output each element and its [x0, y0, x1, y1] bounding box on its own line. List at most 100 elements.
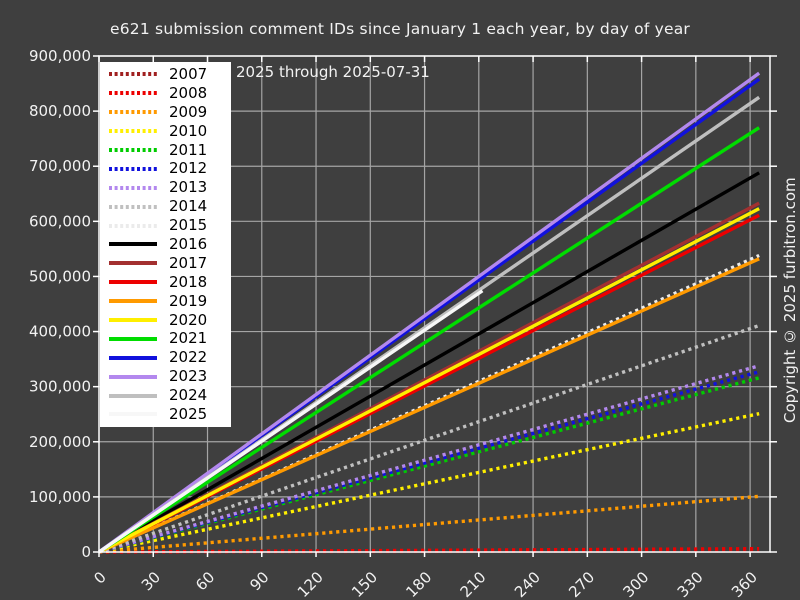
- legend-label-2011: 2011: [169, 140, 208, 159]
- copyright-notice: Copyright © 2025 furbitron.com: [781, 177, 799, 423]
- legend-item-2016: 2016: [108, 235, 231, 254]
- legend-swatch-2023: [109, 374, 157, 379]
- legend-label-2017: 2017: [169, 253, 208, 272]
- x-tick-label: 270: [565, 568, 598, 600]
- legend-swatch-2015: [109, 223, 157, 228]
- x-tick-label: 240: [511, 568, 544, 600]
- legend-item-2012: 2012: [108, 159, 231, 178]
- legend-swatch-2017: [109, 261, 157, 266]
- series-line-2009: [98, 494, 760, 554]
- legend-label-2019: 2019: [169, 291, 208, 310]
- legend-label-2013: 2013: [169, 178, 208, 197]
- series-line-2016: [98, 171, 760, 554]
- y-tick-label: 800,000: [29, 102, 91, 120]
- y-tick-label: 400,000: [29, 323, 91, 341]
- legend-label-2023: 2023: [169, 367, 208, 386]
- x-tick-label: 150: [348, 568, 381, 600]
- legend-label-2015: 2015: [169, 216, 208, 235]
- legend-label-2008: 2008: [169, 83, 208, 102]
- legend-swatch-2016: [109, 242, 157, 247]
- legend-swatch-2022: [109, 355, 157, 360]
- legend-item-2007: 2007: [108, 65, 231, 84]
- series-line-2013: [98, 364, 760, 554]
- legend-label-2024: 2024: [169, 386, 208, 405]
- y-axis-labels: 0 100,000 200,000 300,000 400,000 500,000 600,…: [29, 47, 91, 561]
- legend-swatch-2013: [109, 185, 157, 190]
- series-line-2025: [98, 289, 484, 554]
- legend-item-2018: 2018: [108, 273, 231, 292]
- x-tick-label: 30: [138, 568, 164, 594]
- legend-label-2021: 2021: [169, 329, 208, 348]
- legend-swatch-2025: [109, 412, 157, 417]
- legend-label-2022: 2022: [169, 348, 208, 367]
- series-line-2019: [98, 257, 760, 554]
- legend-label-2025: 2025: [169, 405, 208, 424]
- y-tick-label: 0: [81, 543, 91, 561]
- legend-swatch-2020: [109, 318, 157, 323]
- legend-label-2010: 2010: [169, 121, 208, 140]
- legend-label-2016: 2016: [169, 235, 208, 254]
- x-tick-label: 0: [90, 568, 109, 587]
- legend-label-2007: 2007: [169, 65, 208, 83]
- legend-item-2010: 2010: [108, 122, 231, 141]
- legend-item-2008: 2008: [108, 84, 231, 103]
- legend-item-2017: 2017: [108, 254, 231, 273]
- legend-label-2012: 2012: [169, 159, 208, 178]
- legend-item-2011: 2011: [108, 141, 231, 160]
- x-tick-label: 180: [402, 568, 435, 600]
- x-tick-label: 360: [728, 568, 761, 600]
- chart-title: e621 submission comment IDs since Januar…: [110, 20, 690, 38]
- legend-swatch-2011: [109, 148, 157, 152]
- x-tick-label: 210: [457, 568, 490, 600]
- x-tick-label: 330: [674, 568, 707, 600]
- legend-swatch-2018: [109, 280, 157, 285]
- legend-swatch-2010: [109, 129, 157, 134]
- legend-item-2020: 2020: [108, 311, 231, 330]
- legend-label-2018: 2018: [169, 272, 208, 291]
- y-tick-label: 900,000: [29, 47, 91, 65]
- legend-label-2014: 2014: [169, 197, 208, 216]
- legend-swatch-2008: [109, 91, 157, 96]
- legend-swatch-2024: [109, 393, 157, 398]
- legend-swatch-2021: [109, 336, 157, 341]
- axes-border: [93, 55, 777, 557]
- legend-swatch-2019: [109, 299, 157, 304]
- series-line-2008: [98, 546, 760, 554]
- chart-subtitle: 2025 through 2025-07-31: [236, 63, 430, 81]
- y-tick-label: 600,000: [29, 212, 91, 230]
- legend: 2007 2008 2009 2010 2011 2012 2013 2014 2015 2016…: [100, 62, 231, 427]
- series-line-2021: [98, 126, 761, 554]
- y-tick-label: 200,000: [29, 433, 91, 451]
- legend-swatch-2012: [109, 166, 157, 171]
- legend-item-2021: 2021: [108, 329, 231, 348]
- x-axis-labels: 0 30 60 90 120 150 180 210 240 270 300 330 360: [90, 568, 761, 600]
- x-tick-label: 90: [246, 568, 272, 594]
- legend-swatch-2007: [109, 72, 157, 77]
- y-tick-label: 100,000: [29, 488, 91, 506]
- legend-item-2014: 2014: [108, 197, 231, 216]
- series-line-2020: [98, 207, 760, 554]
- legend-label-2009: 2009: [169, 102, 208, 121]
- x-tick-label: 60: [192, 568, 218, 594]
- y-tick-label: 700,000: [29, 157, 91, 175]
- legend-item-2023: 2023: [108, 367, 231, 386]
- x-tick-label: 300: [619, 568, 652, 600]
- legend-item-2025: 2025: [108, 405, 231, 424]
- legend-item-2024: 2024: [108, 386, 231, 405]
- legend-label-2020: 2020: [169, 310, 208, 329]
- series-line-2010: [98, 412, 760, 554]
- legend-swatch-2009: [109, 110, 157, 115]
- legend-item-2022: 2022: [108, 348, 231, 367]
- legend-swatch-2014: [109, 204, 157, 209]
- legend-item-2013: 2013: [108, 178, 231, 197]
- series-line-2023: [98, 71, 761, 554]
- y-tick-label: 300,000: [29, 378, 91, 396]
- x-tick-label: 120: [294, 568, 327, 600]
- y-tick-label: 500,000: [29, 267, 91, 285]
- legend-item-2019: 2019: [108, 292, 231, 311]
- legend-item-2009: 2009: [108, 103, 231, 122]
- legend-item-2015: 2015: [108, 216, 231, 235]
- series-line-2014: [98, 323, 760, 554]
